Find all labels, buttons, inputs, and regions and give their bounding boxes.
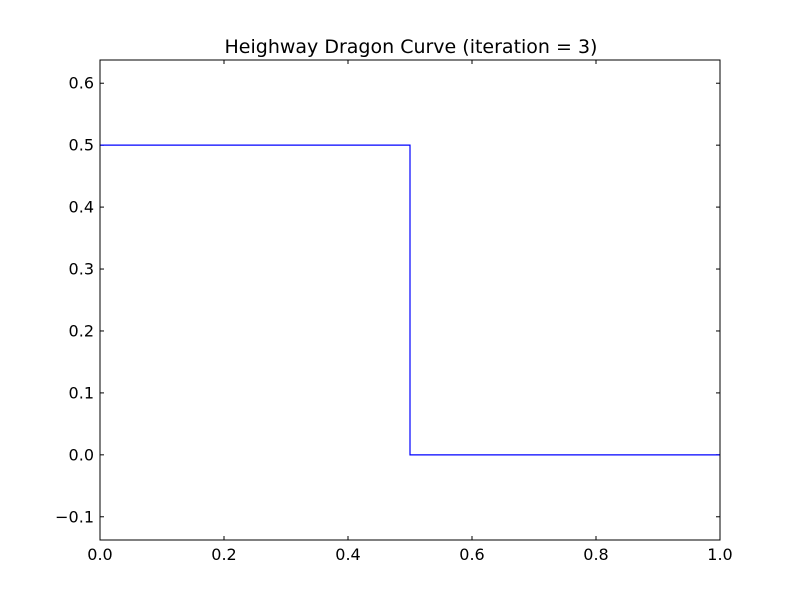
- y-tick-label: 0.6: [69, 74, 94, 93]
- ticks-layer: 0.0 0.2 0.4 0.6 0.8 1.0 −0.1 0.0 0.1 0.2 0.3 0.4 0.5…: [55, 60, 733, 564]
- x-tick-label: 0.2: [211, 545, 236, 564]
- y-tick-label: −0.1: [55, 507, 94, 526]
- y-tick-label: 0.2: [69, 321, 94, 340]
- series-layer: [100, 144, 720, 456]
- x-tick-label: 0.4: [335, 545, 360, 564]
- y-tick-label: 0.3: [69, 260, 94, 279]
- dragon-curve-line: [100, 144, 720, 456]
- chart-title: Heighway Dragon Curve (iteration = 3): [225, 36, 598, 58]
- y-tick-label: 0.5: [69, 136, 94, 155]
- y-tick-label: 0.1: [69, 383, 94, 402]
- x-tick-label: 1.0: [707, 545, 732, 564]
- x-tick-label: 0.0: [87, 545, 112, 564]
- y-tick-label: 0.0: [69, 445, 94, 464]
- x-tick-label: 0.8: [583, 545, 608, 564]
- plot-frame: [99, 59, 721, 541]
- x-tick-label: 0.6: [459, 545, 484, 564]
- y-tick-label: 0.4: [69, 198, 94, 217]
